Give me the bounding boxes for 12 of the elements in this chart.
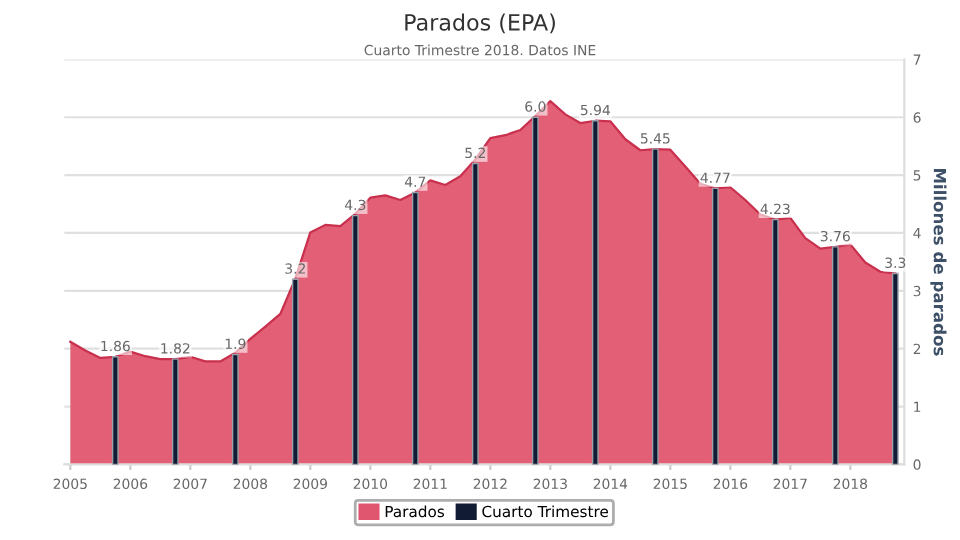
bar [411,191,419,465]
bar [891,272,899,465]
y-axis-title: Millones de parados [930,168,947,356]
bar [831,246,839,465]
bar [591,120,599,465]
chart-title: Parados (EPA) [405,13,555,34]
bar [231,353,239,465]
bar [171,358,179,465]
bar [711,187,719,465]
bar [111,356,119,465]
bar [771,218,779,465]
bar [651,148,659,465]
